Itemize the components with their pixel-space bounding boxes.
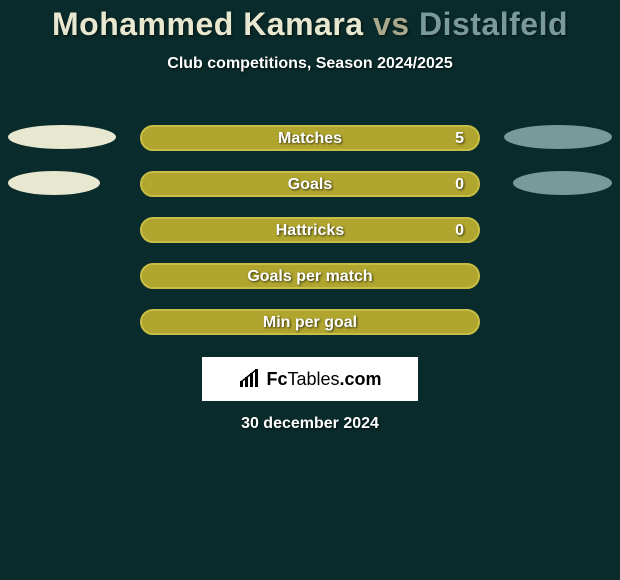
stat-label: Goals per match — [142, 268, 478, 286]
stat-label: Goals — [142, 176, 478, 194]
stat-label: Matches — [142, 130, 478, 148]
content-area: Mohammed Kamara vs Distalfeld Club compe… — [0, 0, 620, 433]
stat-label: Hattricks — [142, 222, 478, 240]
logo-main: Tables — [287, 369, 339, 389]
stat-row: Hattricks0 — [0, 207, 620, 253]
stat-bar: Goals0 — [140, 171, 480, 197]
stat-label: Min per goal — [142, 314, 478, 332]
date-line: 30 december 2024 — [0, 415, 620, 433]
logo-pre: Fc — [266, 369, 287, 389]
stat-value-right: 5 — [455, 130, 464, 148]
ellipse-left — [8, 125, 116, 149]
stat-row: Min per goal — [0, 299, 620, 345]
stat-row: Matches5 — [0, 115, 620, 161]
title-player-right: Distalfeld — [419, 6, 568, 42]
ellipse-left — [8, 171, 100, 195]
chart-icon — [238, 369, 262, 389]
ellipse-right — [504, 125, 612, 149]
stats-rows: Matches5Goals0Hattricks0Goals per matchM… — [0, 115, 620, 345]
logo-box[interactable]: FcTables.com — [202, 357, 418, 401]
stat-bar: Min per goal — [140, 309, 480, 335]
logo-suffix: .com — [340, 369, 382, 389]
stat-bar: Goals per match — [140, 263, 480, 289]
stat-value-right: 0 — [455, 176, 464, 194]
stat-value-right: 0 — [455, 222, 464, 240]
subtitle: Club competitions, Season 2024/2025 — [0, 55, 620, 73]
stat-bar: Matches5 — [140, 125, 480, 151]
title-vs: vs — [364, 6, 419, 42]
stat-row: Goals0 — [0, 161, 620, 207]
ellipse-right — [513, 171, 612, 195]
stat-bar: Hattricks0 — [140, 217, 480, 243]
page-title: Mohammed Kamara vs Distalfeld — [0, 6, 620, 43]
title-player-left: Mohammed Kamara — [52, 6, 364, 42]
stat-row: Goals per match — [0, 253, 620, 299]
logo-text: FcTables.com — [266, 369, 381, 390]
